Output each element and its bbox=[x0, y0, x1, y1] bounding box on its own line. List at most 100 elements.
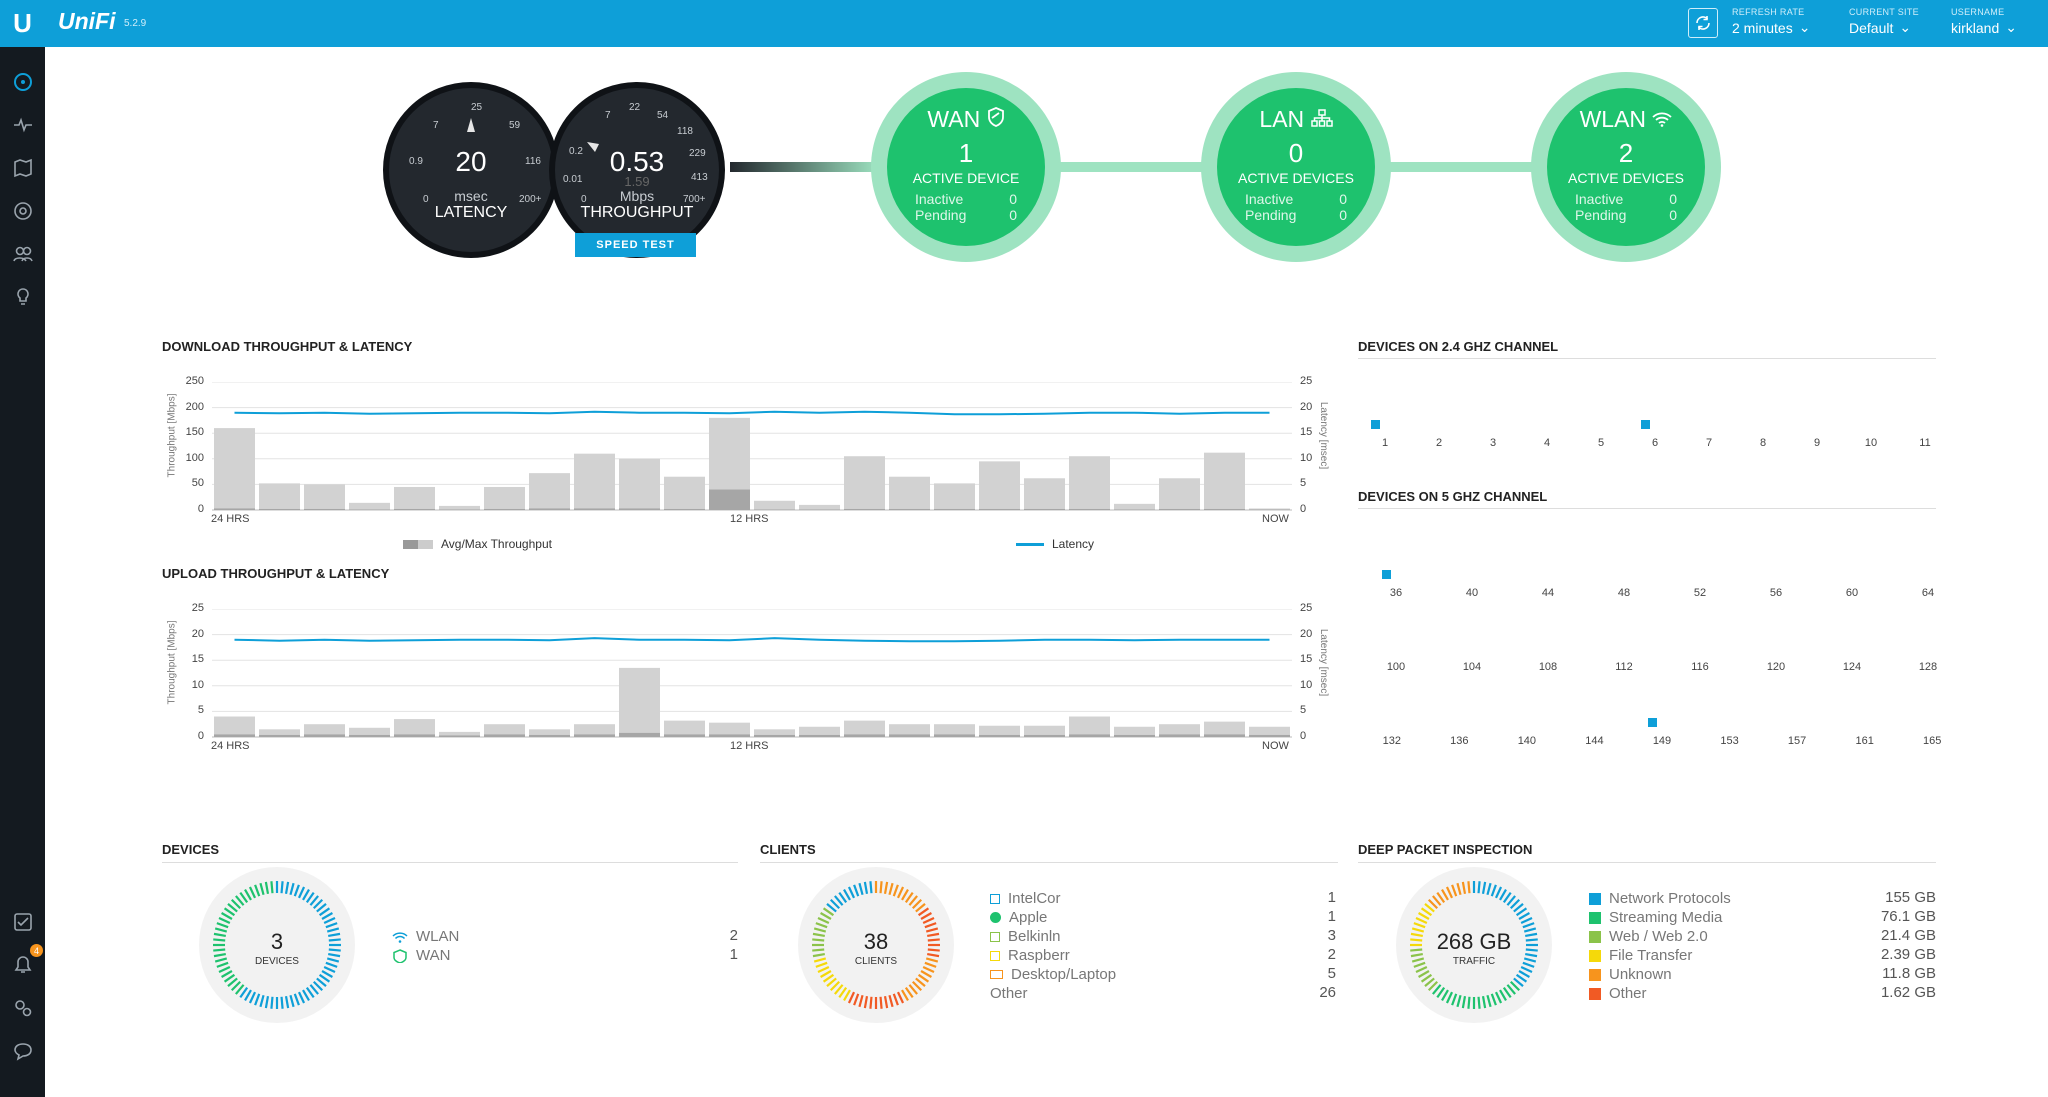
dpi-donut[interactable]: 268 GB TRAFFIC bbox=[1396, 867, 1552, 1023]
list-item[interactable]: Apple bbox=[990, 908, 1116, 927]
speed-test-button[interactable]: SPEED TEST bbox=[575, 233, 696, 257]
donut-tick bbox=[328, 948, 341, 952]
list-item[interactable]: File Transfer bbox=[1589, 946, 1731, 965]
dpi-values: 155 GB 76.1 GB 21.4 GB 2.39 GB 11.8 GB 1… bbox=[1860, 889, 1936, 1003]
donut-tick bbox=[883, 881, 889, 894]
channel-label: 165 bbox=[1923, 735, 1942, 747]
channel-label: 136 bbox=[1450, 735, 1469, 747]
refresh-rate-select[interactable]: REFRESH RATE 2 minutes ⌄ bbox=[1732, 7, 1810, 36]
channel-device-marker[interactable] bbox=[1641, 420, 1650, 429]
channel-label: 124 bbox=[1842, 661, 1862, 673]
other-swatch bbox=[1589, 987, 1601, 1000]
donut-tick bbox=[1477, 881, 1481, 894]
y-tick-label: 200 bbox=[185, 400, 204, 413]
donut-tick bbox=[218, 916, 231, 925]
avg-throughput-bar bbox=[1069, 734, 1110, 737]
list-item[interactable]: Unknown bbox=[1589, 965, 1731, 984]
lan-status[interactable]: LAN 0 ACTIVE DEVICES Inactive 0 Pending 0 bbox=[1201, 72, 1391, 262]
donut-tick bbox=[1411, 927, 1425, 933]
gauge-tick: 700+ bbox=[683, 194, 706, 205]
upload-ylabel: Throughput [Mbps] bbox=[166, 620, 178, 705]
donut-tick bbox=[858, 882, 864, 896]
username-label: USERNAME bbox=[1951, 7, 2005, 17]
dpi-value: 21.4 GB bbox=[1880, 927, 1936, 944]
donut-tick bbox=[235, 895, 245, 906]
list-item[interactable]: WAN bbox=[392, 946, 459, 965]
channel-label: 3 bbox=[1489, 437, 1497, 449]
donut-tick bbox=[1525, 948, 1538, 952]
list-item[interactable]: Other bbox=[990, 984, 1116, 1003]
tasks-icon[interactable] bbox=[6, 905, 40, 939]
client-count-value: 2 bbox=[1327, 946, 1336, 963]
lan-pending-value: 0 bbox=[1339, 207, 1347, 223]
devices-ring bbox=[213, 881, 341, 1009]
refresh-button[interactable] bbox=[1688, 8, 1718, 38]
channel-label: 36 bbox=[1389, 587, 1403, 599]
max-throughput-bar bbox=[394, 719, 435, 737]
y-tick-label: 5 bbox=[197, 704, 204, 717]
donut-tick bbox=[922, 965, 935, 974]
latency-unit: msec bbox=[454, 188, 488, 204]
donut-tick bbox=[318, 907, 331, 917]
wan-count: 1 bbox=[958, 138, 974, 168]
max-throughput-bar bbox=[1024, 478, 1065, 510]
dpi-value: 2.39 GB bbox=[1880, 946, 1936, 963]
donut-tick bbox=[1410, 952, 1423, 958]
wlan-inactive-label: Inactive bbox=[1575, 191, 1624, 207]
dashboard-icon[interactable] bbox=[6, 65, 40, 99]
wlan-status[interactable]: WLAN 2 ACTIVE DEVICES Inactive 0 Pending 0 bbox=[1531, 72, 1721, 262]
list-item[interactable]: Raspberr bbox=[990, 946, 1116, 965]
max-throughput-bar bbox=[574, 453, 615, 510]
wan-status[interactable]: WAN 1 ACTIVE DEVICE Inactive 0 Pending 0 bbox=[871, 72, 1061, 262]
client-count-value: 3 bbox=[1327, 927, 1336, 944]
donut-tick bbox=[1413, 922, 1426, 929]
donut-tick bbox=[1506, 895, 1516, 906]
max-throughput-bar bbox=[574, 724, 615, 737]
channel-device-marker[interactable] bbox=[1648, 718, 1657, 727]
wlan-count: 2 bbox=[1618, 138, 1634, 168]
devices-donut[interactable]: 3 DEVICES bbox=[199, 867, 355, 1023]
list-item[interactable]: Other bbox=[1589, 984, 1731, 1003]
donut-tick bbox=[213, 948, 226, 952]
channel-device-marker[interactable] bbox=[1371, 420, 1380, 429]
list-item[interactable]: Web / Web 2.0 bbox=[1589, 927, 1731, 946]
devices-icon[interactable] bbox=[6, 194, 40, 228]
donut-tick bbox=[838, 891, 848, 904]
insights-icon[interactable] bbox=[6, 280, 40, 314]
alerts-icon[interactable]: 4 bbox=[6, 944, 43, 982]
dpi-category-label: Unknown bbox=[1609, 966, 1672, 983]
list-item[interactable]: Streaming Media bbox=[1589, 908, 1731, 927]
ubiquiti-logo[interactable]: U bbox=[13, 8, 32, 38]
dpi-title: DEEP PACKET INSPECTION bbox=[1358, 842, 1533, 857]
channel-label: 8 bbox=[1759, 437, 1767, 449]
list-item[interactable]: WLAN bbox=[392, 927, 459, 946]
channel-device-marker[interactable] bbox=[1382, 570, 1391, 579]
clients-donut[interactable]: 38 CLIENTS bbox=[798, 867, 954, 1023]
list-item[interactable]: IntelCor bbox=[990, 889, 1116, 908]
max-throughput-bar bbox=[1114, 726, 1155, 737]
avg-throughput-bar bbox=[709, 734, 750, 737]
list-item[interactable]: Network Protocols bbox=[1589, 889, 1731, 908]
donut-tick bbox=[1451, 993, 1458, 1006]
download-xlabel-end: NOW bbox=[1262, 513, 1289, 525]
avg-throughput-bar bbox=[979, 734, 1020, 737]
channel-label: 5 bbox=[1597, 437, 1605, 449]
chat-icon[interactable] bbox=[6, 1034, 40, 1068]
list-item[interactable]: Belkinln bbox=[990, 927, 1116, 946]
clients-icon[interactable] bbox=[6, 237, 40, 271]
site-select[interactable]: CURRENT SITE Default ⌄ bbox=[1849, 7, 1919, 36]
list-item[interactable]: Desktop/Laptop bbox=[990, 965, 1116, 984]
settings-icon[interactable] bbox=[6, 991, 40, 1025]
donut-tick bbox=[218, 965, 231, 974]
map-icon[interactable] bbox=[6, 151, 40, 185]
channel-label: 44 bbox=[1541, 587, 1555, 599]
user-menu[interactable]: USERNAME kirkland ⌄ bbox=[1951, 7, 2017, 36]
wan-title: WAN bbox=[927, 106, 981, 132]
donut-tick bbox=[1415, 916, 1428, 925]
device-type-label: WLAN bbox=[416, 928, 460, 945]
donut-tick bbox=[920, 970, 932, 978]
statistics-icon[interactable] bbox=[6, 108, 40, 142]
channel-label: 140 bbox=[1517, 735, 1537, 747]
gauge-tick: 22 bbox=[629, 102, 641, 113]
donut-tick bbox=[927, 948, 940, 952]
